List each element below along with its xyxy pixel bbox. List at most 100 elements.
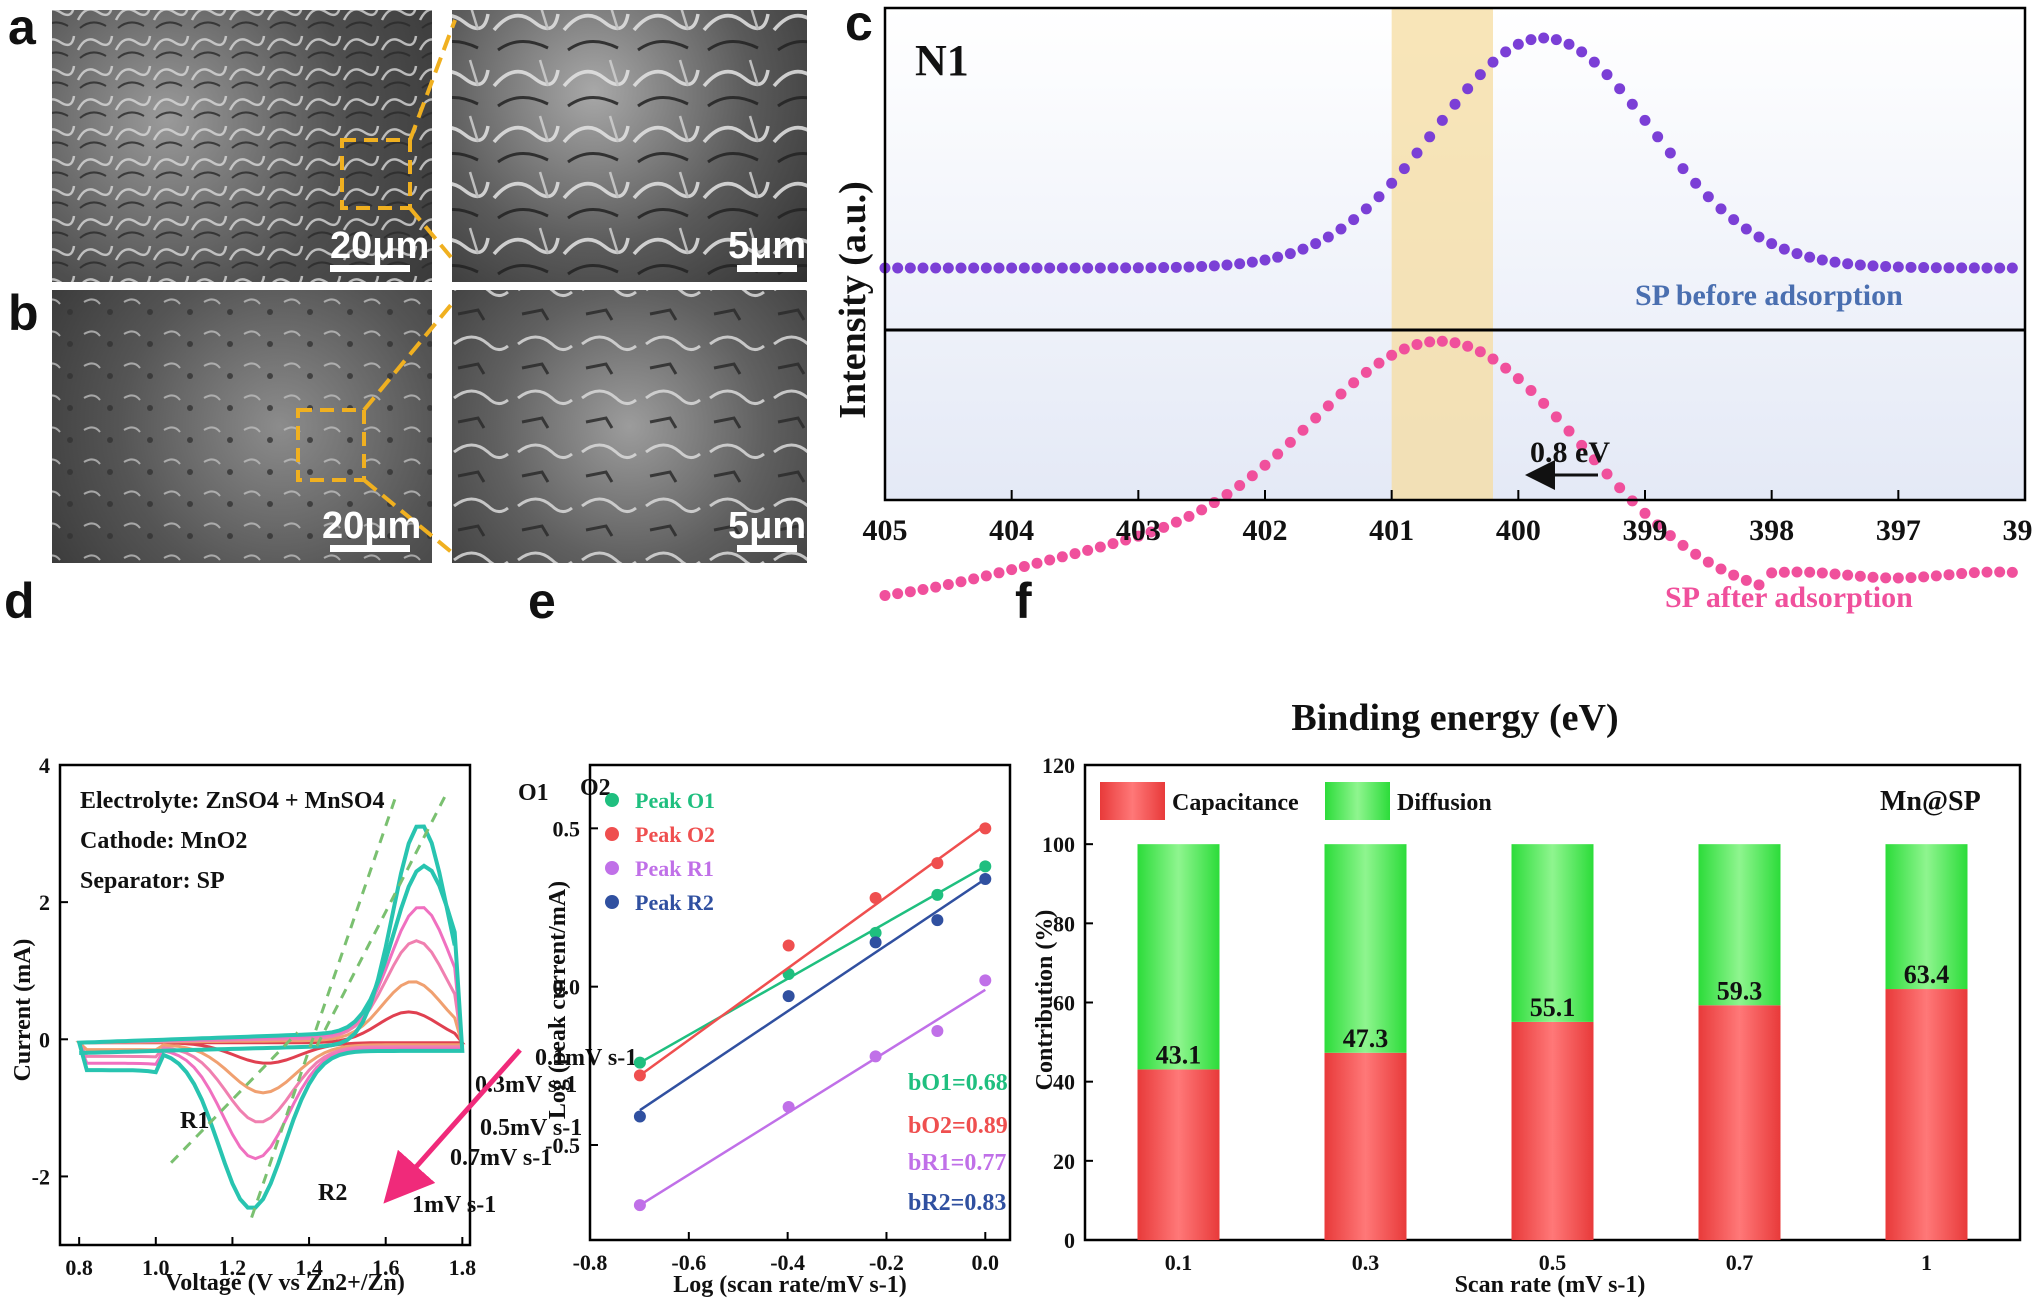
d-info-2: Cathode: MnO2 xyxy=(80,828,247,854)
c-point-before xyxy=(968,262,980,274)
c-point-before xyxy=(1740,223,1752,235)
c-xtick-label: 405 xyxy=(863,514,908,547)
c-point-after xyxy=(1690,548,1702,560)
c-point-before xyxy=(1626,98,1638,110)
c-point-before xyxy=(1487,56,1499,68)
c-point-after xyxy=(1614,482,1626,494)
c-point-before xyxy=(980,262,992,274)
d-cv-curve xyxy=(76,939,465,1124)
c-point-before xyxy=(1221,259,1233,271)
d-xtick-label: 1.6 xyxy=(372,1255,400,1280)
d-xlabel: Voltage (V vs Zn2+/Zn) xyxy=(165,1270,405,1296)
scale-bar-label-b: 20μm xyxy=(322,505,421,547)
c-point-after xyxy=(1994,566,2006,578)
c-point-after xyxy=(1436,335,1448,347)
f-ytick-label: 100 xyxy=(1042,832,1075,857)
c-point-before xyxy=(1424,131,1436,143)
c-point-before xyxy=(1601,69,1613,81)
c-point-after xyxy=(1056,551,1068,563)
f-xtick-label: 1 xyxy=(1921,1250,1932,1275)
e-data-point xyxy=(633,1199,646,1212)
c-point-after xyxy=(1297,424,1309,436)
c-point-after xyxy=(1462,340,1474,352)
e-data-point xyxy=(869,1050,882,1063)
e-legend-label: Peak O1 xyxy=(635,788,715,813)
c-point-before xyxy=(1474,69,1486,81)
e-data-point xyxy=(782,939,795,952)
f-xtick-label: 0.3 xyxy=(1352,1250,1380,1275)
c-point-before xyxy=(1804,251,1816,263)
c-point-before xyxy=(1322,231,1334,243)
c-point-after xyxy=(879,589,891,601)
c-point-after xyxy=(942,579,954,591)
d-peak-o2: O2 xyxy=(580,775,611,801)
c-xtick-label: 403 xyxy=(1116,514,1161,547)
c-point-after xyxy=(1829,568,1841,580)
c-point-after xyxy=(1664,530,1676,542)
c-point-before xyxy=(942,262,954,274)
c-point-after xyxy=(1576,439,1588,451)
scale-bar-label-a: 20μm xyxy=(330,225,429,267)
c-ylabel: Intensity (a.u.) xyxy=(832,181,874,419)
f-bar-value: 59.3 xyxy=(1717,976,1763,1005)
d-scan-1: 1mV s-1 xyxy=(412,1192,496,1218)
c-point-after xyxy=(1120,534,1132,546)
e-ytick-label: 0.0 xyxy=(553,975,581,1000)
c-point-before xyxy=(1246,256,1258,268)
e-data-point xyxy=(931,1025,944,1037)
c-point-before xyxy=(1360,203,1372,215)
c-point-after xyxy=(1221,488,1233,500)
c-point-after xyxy=(1702,556,1714,568)
c-point-after xyxy=(1183,510,1195,522)
chart-f: 0 20 40 60 80 100 120 0.1 0.3 0.5 0.7 1 43.1 47.3 55.… xyxy=(1032,753,2022,1298)
c-point-after xyxy=(1500,362,1512,374)
c-point-before xyxy=(1538,32,1550,44)
c-point-after xyxy=(1259,459,1271,471)
e-data-point xyxy=(931,888,944,901)
f-legend-cap-swatch xyxy=(1100,782,1165,820)
d-ytick-label: -2 xyxy=(32,1164,50,1189)
c-xtick-label: 400 xyxy=(1496,514,1541,547)
f-title: Mn@SP xyxy=(1880,786,1981,817)
c-point-after xyxy=(1082,544,1094,556)
c-point-after xyxy=(1449,337,1461,349)
d-info-3: Separator: SP xyxy=(80,868,225,894)
c-point-after xyxy=(930,581,942,593)
zoom-box-a xyxy=(340,138,412,210)
c-point-before xyxy=(1791,248,1803,260)
c-point-before xyxy=(1778,243,1790,255)
c-point-after xyxy=(1208,497,1220,509)
c-point-after xyxy=(1639,507,1651,519)
c-point-before xyxy=(1652,131,1664,143)
f-ytick-label: 120 xyxy=(1042,753,1075,778)
c-point-after xyxy=(1031,557,1043,569)
c-shift-label: 0.8 eV xyxy=(1530,436,1610,469)
c-point-before xyxy=(1918,262,1930,274)
c-point-after xyxy=(1107,538,1119,550)
e-legend-label: Peak R2 xyxy=(635,890,714,915)
c-point-before xyxy=(1145,262,1157,274)
f-ytick-label: 80 xyxy=(1053,911,1075,936)
c-point-before xyxy=(1994,262,2006,274)
c-point-after xyxy=(1550,411,1562,423)
highlight-band xyxy=(1391,8,1493,500)
c-legend-before: SP before adsorption xyxy=(1635,279,1903,312)
d-ytick-label: 4 xyxy=(39,753,50,778)
e-xtick-label: 0.0 xyxy=(972,1250,1000,1275)
e-data-point xyxy=(931,914,944,927)
c-point-before xyxy=(1525,34,1537,46)
c-point-after xyxy=(1132,530,1144,542)
c-point-before xyxy=(1690,177,1702,189)
c-point-before xyxy=(1728,214,1740,226)
f-bar-diffusion xyxy=(1698,844,1781,1006)
c-point-after xyxy=(1196,504,1208,516)
f-legend-diff-swatch xyxy=(1325,782,1390,820)
e-data-point xyxy=(782,1101,795,1113)
f-bar-value: 47.3 xyxy=(1343,1024,1389,1053)
f-ytick-label: 40 xyxy=(1053,1070,1075,1095)
chart-c: 405 404 403 402 401 400 399 398 397 396 N1 SP bef… xyxy=(832,6,2032,739)
c-point-before xyxy=(1234,258,1246,270)
c-point-after xyxy=(1968,567,1980,579)
d-guide-o1 xyxy=(250,791,399,1219)
e-data-point xyxy=(979,860,992,873)
